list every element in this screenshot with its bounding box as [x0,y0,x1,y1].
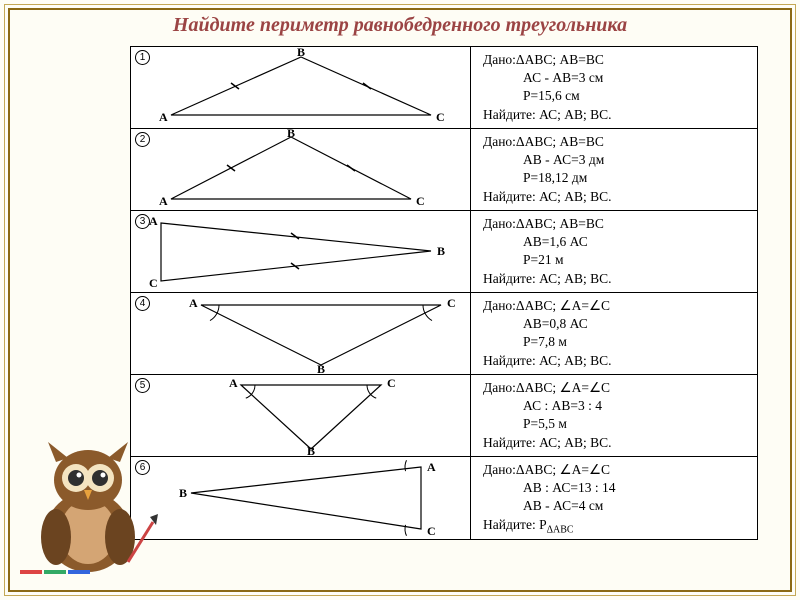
triangle-diagram: A B C [131,211,471,293]
problem-row: 6ABCДано:ΔАВС; ∠А=∠САВ : АС=13 : 14АВ - … [131,457,757,539]
given-line: Дано:ΔАВС; АВ=ВС [483,215,749,233]
problem-number: 2 [135,132,150,147]
given-line: Р=7,8 м [483,333,749,351]
find-line: Найдите: АС; АВ; ВС. [483,188,749,206]
problem-number: 5 [135,378,150,393]
given-line: АС - АВ=3 см [483,69,749,87]
find-line: Найдите: АС; АВ; ВС. [483,352,749,370]
svg-text:C: C [416,194,425,208]
problem-text: Дано:ΔАВС; ∠А=∠САВ : АС=13 : 14АВ - АС=4… [471,457,757,539]
given-line: Р=21 м [483,251,749,269]
given-line: Р=15,6 см [483,87,749,105]
find-line: Найдите: РΔABC [483,516,749,537]
find-line: Найдите: АС; АВ; ВС. [483,270,749,288]
given-line: АВ=1,6 АС [483,233,749,251]
given-line: Дано:ΔАВС; ∠А=∠С [483,461,749,479]
svg-text:B: B [179,486,187,500]
problem-number: 3 [135,214,150,229]
svg-text:A: A [149,214,158,228]
given-line: Дано:ΔАВС; ∠А=∠С [483,297,749,315]
given-line: Дано:ΔАВС; АВ=ВС [483,51,749,69]
find-line: Найдите: АС; АВ; ВС. [483,434,749,452]
svg-text:A: A [159,110,168,124]
svg-text:A: A [427,460,436,474]
given-line: Дано:ΔАВС; ∠А=∠С [483,379,749,397]
svg-text:C: C [387,376,396,390]
svg-text:C: C [447,296,456,310]
svg-text:B: B [317,362,325,375]
given-line: АВ - АС=4 см [483,497,749,515]
problem-row: 1 A B C Дано:ΔАВС; АВ=ВСАС - АВ=3 смР=15,6 с… [131,47,757,129]
problem-text: Дано:ΔАВС; ∠А=∠САС : АВ=3 : 4Р=5,5 мНайд… [471,375,757,456]
triangle-diagram: A B C [131,375,471,457]
svg-text:A: A [159,194,168,208]
diagram-cell: 4 A B C [131,293,471,374]
svg-text:C: C [436,110,445,124]
svg-text:B: B [287,129,295,140]
page-title: Найдите периметр равнобедренного треугол… [0,0,800,43]
problem-row: 3A B C Дано:ΔАВС; АВ=ВСАВ=1,6 АСР=21 мНайди… [131,211,757,293]
problem-row: 5 A B C Дано:ΔАВС; ∠А=∠САС : АВ=3 : 4Р=5,5 м… [131,375,757,457]
problem-text: Дано:ΔАВС; ∠А=∠САВ=0,8 АСР=7,8 мНайдите:… [471,293,757,374]
triangle-diagram: A B C [131,129,471,211]
problem-text: Дано:ΔАВС; АВ=ВСАС - АВ=3 смР=15,6 смНай… [471,47,757,128]
owl-illustration [18,422,158,582]
problem-row: 2 A B C Дано:ΔАВС; АВ=ВСАВ - АС=3 дмР=18,12 … [131,129,757,211]
triangle-diagram: A B C [131,47,471,129]
svg-text:B: B [297,47,305,59]
diagram-cell: 1 A B C [131,47,471,128]
svg-text:A: A [229,376,238,390]
svg-text:B: B [307,444,315,457]
problems-table: 1ABCДано:ΔАВС; АВ=ВСАС - АВ=3 смР=15,6 с… [130,46,758,540]
given-line: АС : АВ=3 : 4 [483,397,749,415]
diagram-cell: 6ABC [131,457,471,539]
svg-text:C: C [427,524,436,538]
svg-text:B: B [437,244,445,258]
given-line: Дано:ΔАВС; АВ=ВС [483,133,749,151]
problem-number: 4 [135,296,150,311]
diagram-cell: 3A B C [131,211,471,292]
problem-row: 4 A B C Дано:ΔАВС; ∠А=∠САВ=0,8 АСР=7,8 мНайд… [131,293,757,375]
problem-text: Дано:ΔАВС; АВ=ВСАВ - АС=3 дмР=18,12 дмНа… [471,129,757,210]
diagram-cell: 5 A B C [131,375,471,456]
svg-text:A: A [189,296,198,310]
problem-text: Дано:ΔАВС; АВ=ВСАВ=1,6 АСР=21 мНайдите: … [471,211,757,292]
given-line: АВ=0,8 АС [483,315,749,333]
given-line: Р=18,12 дм [483,169,749,187]
problem-number: 1 [135,50,150,65]
triangle-diagram: A B C [131,293,471,375]
given-line: АВ : АС=13 : 14 [483,479,749,497]
given-line: АВ - АС=3 дм [483,151,749,169]
find-line: Найдите: АС; АВ; ВС. [483,106,749,124]
triangle-diagram: A B C [131,457,471,539]
svg-text:C: C [149,276,158,290]
given-line: Р=5,5 м [483,415,749,433]
diagram-cell: 2 A B C [131,129,471,210]
